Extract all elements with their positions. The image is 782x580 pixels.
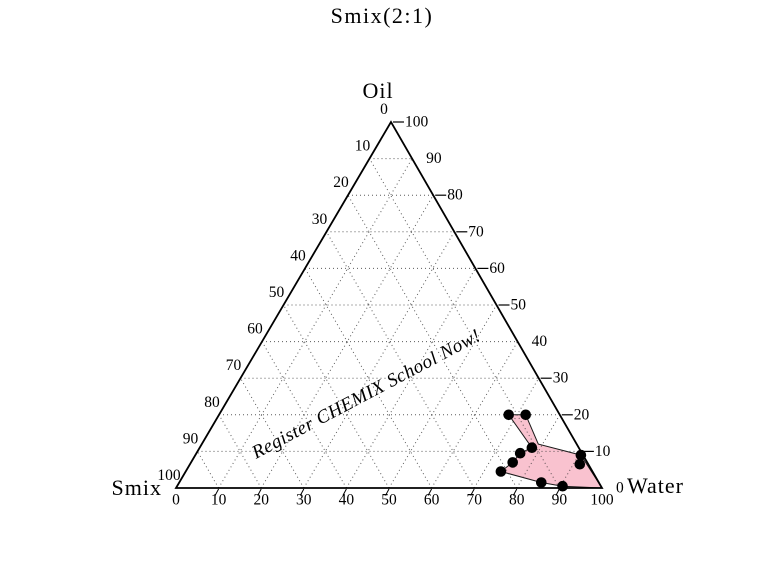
data-point	[526, 442, 538, 454]
axis-tick-label-left: 30	[312, 211, 328, 228]
axis-tick-label-right: 0	[616, 480, 624, 497]
axis-tick-label-left: 80	[204, 394, 220, 411]
grid-line-smix	[283, 304, 390, 489]
axis-tick-label-bottom: 20	[253, 492, 269, 509]
axis-label-water: Water	[627, 473, 684, 498]
axis-tick-label-right: 70	[468, 223, 484, 240]
axis-tick-label-left: 0	[380, 101, 388, 118]
axis-tick-label-left: 90	[183, 430, 199, 447]
axis-tick-label-left: 20	[333, 174, 349, 191]
axis-tick-label-right: 20	[574, 406, 590, 423]
axis-label-smix: Smix	[112, 475, 162, 500]
data-point	[520, 409, 531, 421]
triangle-edge	[174, 120, 604, 489]
axis-tick-label-bottom: 70	[466, 492, 482, 509]
axis-tick-label-left: 10	[355, 138, 371, 155]
watermark-text: Register CHEMIX School Now!	[248, 325, 485, 464]
axis-tick-label-left: 50	[269, 284, 285, 301]
axis-tick-label-bottom: 60	[424, 492, 440, 509]
axis-tick-label-bottom: 0	[172, 492, 180, 509]
data-point	[507, 457, 518, 468]
data-point	[557, 480, 568, 492]
axis-tick-label-bottom: 90	[552, 492, 568, 509]
axis-tick-label-left: 70	[226, 357, 242, 374]
axis-tick-label-bottom: 50	[381, 492, 397, 509]
chart-title: Smix(2:1)	[330, 3, 434, 28]
axis-tick-label-right: 30	[553, 370, 569, 387]
axis-tick-label-right: 50	[511, 297, 527, 314]
grid-line-water	[431, 341, 519, 489]
axis-tick-bottom	[214, 488, 220, 496]
data-point	[503, 409, 514, 421]
axis-tick-label-right: 90	[426, 150, 442, 167]
axis-tick-bottom	[342, 488, 347, 496]
grid-line-smix	[197, 451, 220, 489]
axis-tick-label-bottom: 80	[509, 492, 525, 509]
axis-tick-label-right: 80	[447, 187, 463, 204]
axis-tick-bottom	[470, 488, 475, 496]
axis-tick-bottom	[299, 488, 305, 496]
axis-tick-bottom	[555, 488, 560, 496]
data-point	[575, 449, 587, 461]
grid-line-smix	[347, 194, 518, 489]
axis-tick-label-bottom: 30	[296, 492, 312, 509]
axis-tick-label-bottom: 40	[339, 492, 355, 509]
grid-line-smix	[369, 158, 560, 489]
grid-line-smix	[261, 341, 347, 489]
axis-tick-label-bottom: 10	[211, 492, 227, 509]
axis-tick-bottom	[427, 488, 433, 496]
data-point	[514, 447, 526, 459]
axis-tick-label-left: 100	[157, 467, 181, 484]
axis-tick-label-bottom: 100	[590, 492, 614, 509]
axis-tick-bottom	[512, 488, 518, 496]
grid-line-water	[260, 194, 434, 489]
axis-tick-label-right: 40	[532, 333, 548, 350]
data-point	[495, 466, 507, 477]
axis-tick-label-right: 60	[489, 260, 505, 277]
axis-tick-bottom	[257, 488, 262, 496]
axis-tick-label-right: 100	[405, 114, 429, 131]
data-point	[574, 458, 586, 470]
axis-tick-label-right: 10	[595, 443, 611, 460]
grid-line-water	[303, 231, 455, 489]
axis-tick-label-left: 40	[290, 247, 306, 264]
axis-label-oil: Oil	[362, 78, 393, 103]
grid-line-water	[388, 304, 497, 489]
grid-line-water	[345, 268, 476, 489]
axis-tick-label-left: 60	[247, 321, 263, 338]
data-point	[536, 477, 547, 488]
axis-tick-bottom	[385, 488, 390, 496]
